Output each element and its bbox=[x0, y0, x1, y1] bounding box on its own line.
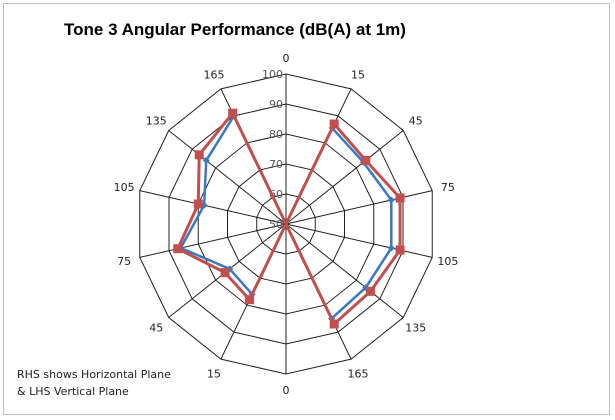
series-2-point bbox=[173, 244, 183, 254]
radial-tick-label: 70 bbox=[269, 158, 283, 171]
series-2-point bbox=[194, 150, 204, 160]
series-2-point bbox=[329, 319, 339, 329]
radial-tick-label: 100 bbox=[262, 68, 283, 81]
angle-label: 135 bbox=[146, 115, 167, 128]
angle-label: 0 bbox=[283, 384, 290, 397]
grid-spoke bbox=[285, 223, 433, 258]
angle-label: 15 bbox=[207, 368, 221, 381]
grid-spoke bbox=[139, 190, 287, 225]
grid-spoke bbox=[285, 223, 404, 318]
angle-label: 135 bbox=[405, 321, 426, 334]
angle-label: 165 bbox=[203, 68, 224, 81]
note-line-1: RHS shows Horizontal Plane bbox=[17, 368, 171, 381]
note-line-2: & LHS Vertical Plane bbox=[17, 385, 129, 398]
series-2-point bbox=[193, 199, 203, 209]
radial-tick-label: 80 bbox=[269, 128, 283, 141]
radial-tick-label: 90 bbox=[269, 98, 283, 111]
series-2-point bbox=[329, 119, 339, 129]
chart-title: Tone 3 Angular Performance (dB(A) at 1m) bbox=[64, 20, 406, 39]
series-2-point bbox=[228, 108, 238, 118]
angle-label: 105 bbox=[437, 255, 458, 268]
grid-spoke bbox=[285, 130, 404, 225]
grid-spoke bbox=[139, 223, 287, 258]
angle-label: 0 bbox=[283, 52, 290, 65]
angle-label: 45 bbox=[149, 321, 163, 334]
series-1-point bbox=[387, 196, 395, 204]
chart-note: RHS shows Horizontal Plane & LHS Vertica… bbox=[17, 366, 171, 400]
angle-label: 45 bbox=[409, 115, 423, 128]
angle-label: 15 bbox=[351, 68, 365, 81]
grid-spoke bbox=[168, 130, 287, 225]
series-1-point bbox=[202, 156, 210, 164]
angle-label: 105 bbox=[114, 181, 135, 194]
angle-label: 165 bbox=[348, 368, 369, 381]
series-2-point bbox=[365, 286, 375, 296]
angle-label: 75 bbox=[441, 181, 455, 194]
grid-spoke bbox=[285, 190, 433, 225]
series-2-point bbox=[245, 295, 255, 305]
series-2-point bbox=[361, 155, 371, 165]
chart-frame bbox=[3, 3, 610, 415]
angle-label: 75 bbox=[117, 255, 131, 268]
series-1-point bbox=[387, 244, 395, 252]
series-2-point bbox=[395, 245, 405, 255]
series-line-2 bbox=[176, 111, 402, 326]
series-2-point bbox=[220, 268, 230, 278]
series-2-point bbox=[395, 193, 405, 203]
radial-tick-label: 50 bbox=[269, 218, 283, 231]
